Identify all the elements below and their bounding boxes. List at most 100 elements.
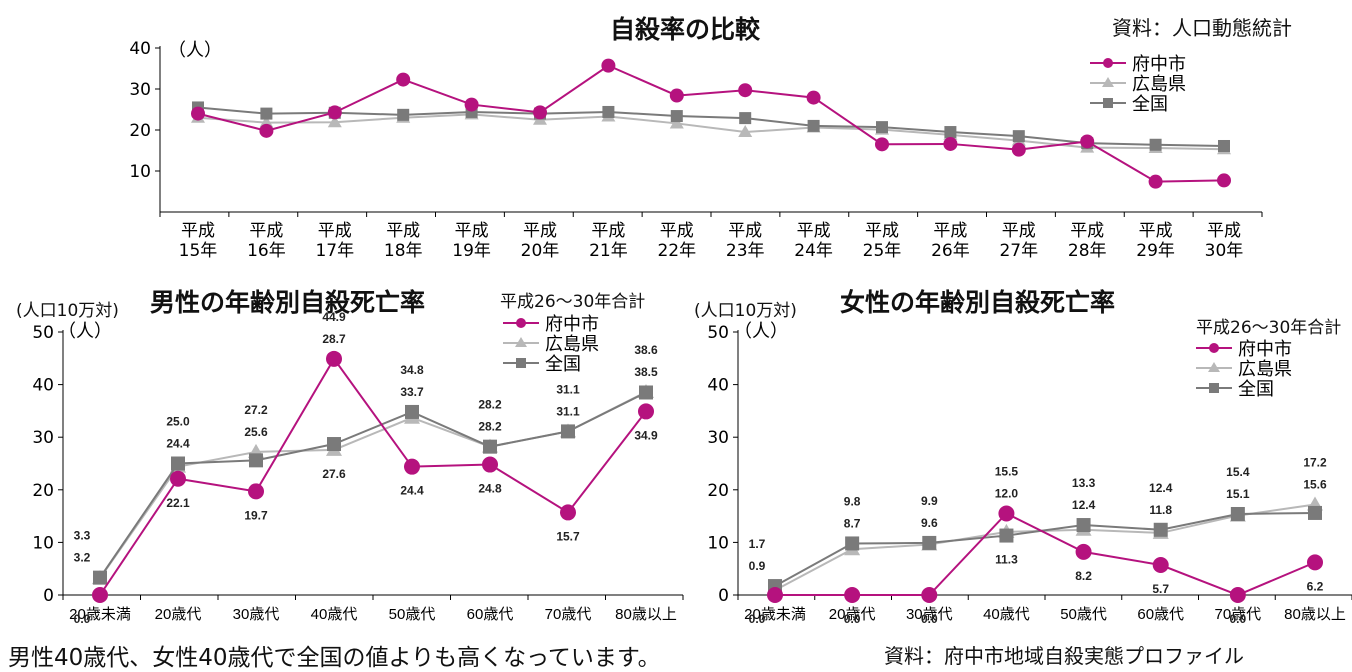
chart1-point-0-5: [533, 105, 547, 120]
chart2-data-label: 19.7: [244, 508, 268, 522]
chart1-point-1-1: [259, 115, 274, 128]
chart3-x-label: 70歳代: [1215, 606, 1262, 623]
chart1-point-0-12: [1011, 142, 1026, 157]
chart3-point-2-6: [1230, 506, 1245, 521]
chart2-x-label: 20歳代: [155, 606, 202, 623]
chart1-x-label: 19年: [452, 241, 491, 261]
chart2-data-label: 31.1: [556, 404, 580, 418]
chart3-point-2-7: [1308, 505, 1322, 520]
chart2-point-2-1: [171, 456, 185, 471]
chart1-x-label: 20年: [521, 241, 560, 261]
chart3-data-label: 15.5: [995, 464, 1019, 478]
chart2-subtitle: 平成26～30年合計: [500, 292, 646, 312]
chart1-point-0-3: [396, 72, 411, 87]
chart3-data-label: 15.4: [1226, 465, 1250, 479]
chart1-point-2-9: [807, 119, 820, 132]
chart3-data-label: 0.0: [921, 612, 938, 626]
chart2-legend-marker-0: [516, 318, 526, 328]
chart1-point-0-10: [875, 137, 889, 152]
chart3-data-label: 0.9: [749, 559, 766, 573]
chart1-legend-label-1: 広島県: [1132, 74, 1186, 95]
chart1-x-label: 平成: [318, 221, 352, 241]
chart3-data-label: 9.6: [921, 516, 938, 530]
chart3-point-0-3: [998, 505, 1015, 522]
chart1-point-1-2: [327, 115, 342, 128]
chart1-x-label: 21年: [589, 241, 628, 261]
chart1-point-0-1: [259, 123, 274, 138]
chart1-x-label: 平成: [1207, 221, 1241, 241]
chart3-point-0-0: [767, 587, 783, 603]
chart3-x-label: 80歳以上: [1284, 606, 1346, 623]
chart1-x-label: 平成: [386, 221, 420, 241]
chart1-y-tick-label: 40: [129, 39, 151, 59]
chart2-data-label: 28.2: [478, 398, 502, 412]
chart3-y-tick-label: 30: [707, 428, 729, 448]
chart2-y-tick-label: 40: [32, 376, 54, 396]
chart2-series-line-0: [99, 357, 647, 596]
chart2-y-tick-label: 0: [43, 586, 54, 606]
chart1-point-0-8: [738, 83, 753, 98]
chart3-series-line-2: [774, 511, 1316, 587]
chart2-data-label: 15.7: [556, 529, 580, 543]
chart2-data-label: 28.7: [322, 332, 346, 346]
chart2-data-label: 24.4: [400, 484, 424, 498]
chart3-data-label: 12.0: [995, 486, 1019, 500]
chart3-x-label: 50歳代: [1060, 606, 1107, 623]
chart3-legend-marker-1: [1208, 362, 1220, 372]
chart3-series-line-0: [775, 512, 1316, 597]
chart2-data-label: 3.2: [74, 551, 91, 565]
chart1-x-label: 平成: [1139, 221, 1173, 241]
chart3-y-tick-label: 50: [707, 323, 729, 343]
chart2-x-label: 20歳未満: [69, 606, 131, 623]
chart3-data-label: 11.8: [1149, 503, 1172, 517]
chart2-legend-label-1: 広島県: [545, 334, 599, 355]
chart2-unit-top: (人口10万対): [16, 301, 119, 321]
chart2-point-0-4: [404, 458, 420, 475]
chart3-x-label: 40歳代: [983, 606, 1030, 623]
chart1-x-label: 平成: [1070, 221, 1104, 241]
chart1-x-label: 平成: [1002, 221, 1036, 241]
chart3-data-label: 8.7: [844, 516, 861, 530]
chart2-point-0-6: [560, 504, 576, 521]
chart2-data-label: 33.7: [400, 385, 424, 399]
chart1-point-0-15: [1217, 173, 1231, 188]
chart1-x-label: 平成: [660, 221, 694, 241]
chart2-data-label: 27.6: [322, 467, 346, 481]
chart1-x-label: 23年: [726, 241, 765, 261]
chart1-y-tick-label: 30: [129, 80, 151, 100]
chart2-point-0-7: [638, 403, 654, 420]
chart2-legend-marker-2: [516, 358, 526, 368]
chart3-x-label: 20歳未満: [744, 606, 806, 623]
chart1-point-0-6: [601, 58, 616, 73]
chart3-data-label: 17.2: [1303, 456, 1327, 470]
chart2-y-tick-label: 30: [32, 428, 54, 448]
chart2-point-2-6: [561, 424, 575, 439]
chart2-legend-marker-1: [515, 337, 527, 347]
chart1-series-line-1: [197, 113, 1225, 151]
chart-3: 0 10 20 30 40 50 （人） 20歳未満 20歳代 30歳代 40歳代 50歳代 60歳代 7…: [707, 321, 1352, 626]
chart2-data-label: 27.2: [244, 403, 268, 417]
chart2-data-label: 44.9: [322, 310, 346, 324]
chart3-point-2-1: [845, 536, 860, 551]
chart3-legend-label-2: 全国: [1238, 379, 1274, 400]
footer-note: 男性40歳代、女性40歳代で全国の値よりも高くなっています。: [8, 645, 661, 671]
chart1-x-label: 26年: [931, 241, 970, 261]
chart3-point-0-1: [844, 587, 861, 603]
chart1-x-label: 平成: [865, 221, 899, 241]
chart1-y-tick-label: 20: [129, 121, 151, 141]
chart2-y-tick-label: 20: [32, 481, 54, 501]
chart3-data-label: 15.6: [1303, 478, 1327, 492]
chart3-data-label: 0.0: [844, 612, 861, 626]
chart3-y-tick-label: 0: [718, 586, 729, 606]
chart1-point-1-7: [669, 116, 684, 129]
chart2-x-label: 60歳代: [467, 606, 514, 623]
chart2-data-label: 34.8: [400, 363, 424, 377]
chart3-point-2-2: [922, 535, 937, 550]
chart2-point-0-3: [326, 350, 342, 367]
chart2-point-0-0: [92, 587, 108, 603]
chart1-x-label: 18年: [384, 241, 423, 261]
chart1-x-label: 平成: [797, 221, 831, 241]
chart2-point-2-5: [483, 439, 497, 454]
